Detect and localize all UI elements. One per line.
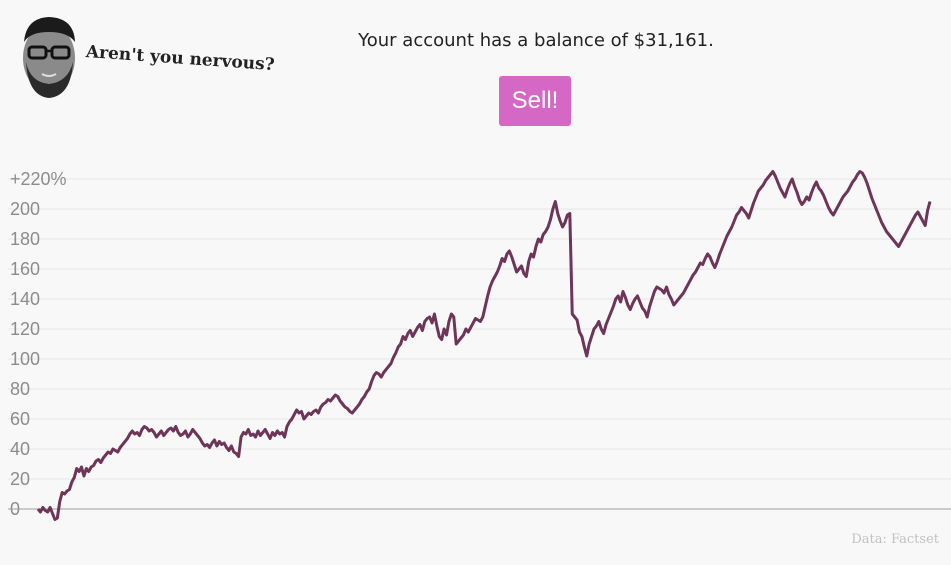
- avatar-icon: [23, 17, 75, 98]
- y-tick-label-120: 120: [10, 319, 40, 339]
- y-tick-label-160: 160: [10, 259, 40, 279]
- y-tick-label-40: 40: [10, 439, 30, 459]
- series-line: [36, 170, 932, 521]
- y-tick-label-140: 140: [10, 289, 40, 309]
- grid-lines: [8, 178, 951, 480]
- sell-button[interactable]: Sell!: [499, 76, 571, 126]
- y-tick-label-180: 180: [10, 229, 40, 249]
- y-tick-label-80: 80: [10, 379, 30, 399]
- y-tick-label-200: 200: [10, 199, 40, 219]
- y-tick-label-60: 60: [10, 409, 30, 429]
- y-tick-label-20: 20: [10, 469, 30, 489]
- data-source: Data: Factset: [851, 532, 939, 547]
- balance-text: Your account has a balance of $31,161.: [358, 30, 714, 51]
- y-tick-label-100: 100: [10, 349, 40, 369]
- y-tick-label-220: +220%: [10, 169, 67, 189]
